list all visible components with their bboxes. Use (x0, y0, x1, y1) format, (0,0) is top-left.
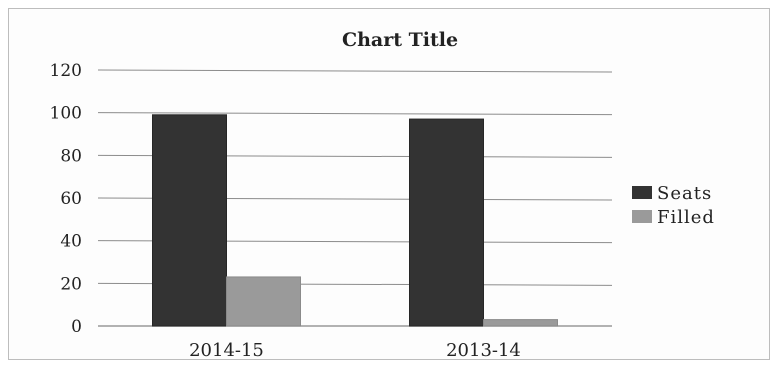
x-tick-label: 2013-14 (446, 340, 521, 361)
gridline (97, 112, 613, 116)
y-axis-ticks: 0 20 40 60 80 100 120 (50, 61, 82, 337)
gridline (97, 69, 613, 73)
bar-filled-2013-14 (483, 319, 558, 327)
y-tick-label: 40 (60, 232, 82, 252)
legend-swatch (632, 186, 652, 199)
y-tick-label: 100 (50, 104, 82, 124)
y-tick-label: 0 (71, 317, 82, 337)
x-tick-label: 2014-15 (189, 340, 264, 361)
bar-seats-2013-14 (409, 118, 484, 327)
y-tick-label: 20 (60, 274, 82, 294)
bars (152, 114, 558, 327)
chart-title: Chart Title (342, 29, 458, 51)
chart-frame (8, 8, 770, 360)
legend-label: Seats (657, 183, 712, 204)
y-tick-label: 60 (60, 189, 82, 209)
y-tick-label: 120 (50, 61, 82, 81)
y-tick-label: 80 (60, 146, 82, 166)
legend-swatch (632, 210, 652, 223)
x-axis-labels: 2014-15 2013-14 (189, 340, 521, 361)
legend: Seats Filled (632, 183, 715, 228)
bar-seats-2014-15 (152, 114, 227, 327)
bar-filled-2014-15 (226, 276, 301, 327)
legend-label: Filled (657, 207, 715, 228)
